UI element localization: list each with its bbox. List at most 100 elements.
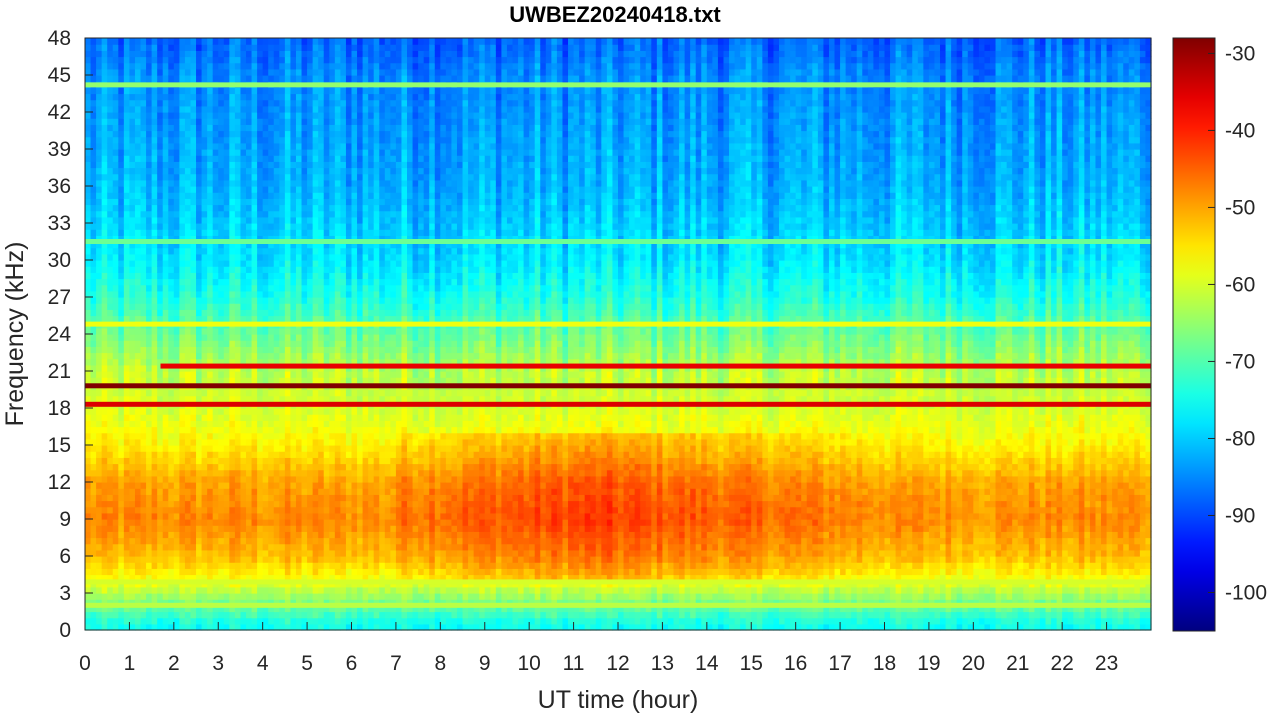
heatmap-cell <box>202 396 208 403</box>
heatmap-cell <box>313 420 319 427</box>
heatmap-cell <box>335 353 341 360</box>
heatmap-cell <box>368 420 374 427</box>
heatmap-cell <box>213 205 219 212</box>
heatmap-cell <box>357 408 363 415</box>
heatmap-cell <box>285 174 291 181</box>
heatmap-cell <box>118 519 124 526</box>
heatmap-cell <box>213 439 219 446</box>
heatmap-cell <box>302 513 308 520</box>
heatmap-cell <box>179 556 185 563</box>
heatmap-cell <box>235 94 241 101</box>
heatmap-cell <box>279 538 285 545</box>
heatmap-cell <box>196 75 202 82</box>
heatmap-cell <box>346 334 352 341</box>
heatmap-cell <box>268 124 274 131</box>
heatmap-cell <box>374 612 380 619</box>
heatmap-cell <box>96 44 102 51</box>
heatmap-cell <box>279 44 285 51</box>
heatmap-cell <box>363 285 369 292</box>
heatmap-cell <box>235 618 241 625</box>
heatmap-cell <box>157 279 163 286</box>
heatmap-cell <box>313 531 319 538</box>
heatmap-cell <box>146 587 152 594</box>
heatmap-cell <box>91 124 97 131</box>
heatmap-cell <box>257 562 263 569</box>
heatmap-cell <box>96 100 102 107</box>
heatmap-cell <box>91 44 97 51</box>
heatmap-cell <box>229 451 235 458</box>
heatmap-cell <box>279 328 285 335</box>
heatmap-cell <box>313 427 319 434</box>
heatmap-cell <box>263 316 269 323</box>
heatmap-cell <box>213 69 219 76</box>
heatmap-cell <box>174 562 180 569</box>
heatmap-cell <box>357 457 363 464</box>
heatmap-cell <box>113 100 119 107</box>
heatmap-cell <box>118 137 124 144</box>
heatmap-cell <box>368 544 374 551</box>
heatmap-cell <box>363 44 369 51</box>
heatmap-cell <box>324 272 330 279</box>
heatmap-cell <box>274 501 280 508</box>
heatmap-cell <box>279 371 285 378</box>
heatmap-cell <box>318 550 324 557</box>
heatmap-cell <box>118 525 124 532</box>
heatmap-cell <box>196 198 202 205</box>
heatmap-cell <box>202 198 208 205</box>
heatmap-cell <box>207 223 213 230</box>
heatmap-cell <box>102 50 108 57</box>
heatmap-cell <box>163 562 169 569</box>
heatmap-cell <box>207 476 213 483</box>
heatmap-cell <box>263 476 269 483</box>
heatmap-cell <box>213 87 219 94</box>
heatmap-cell <box>190 550 196 557</box>
heatmap-cell <box>113 211 119 218</box>
heatmap-cell <box>240 63 246 70</box>
heatmap-cell <box>190 38 196 45</box>
heatmap-cell <box>268 612 274 619</box>
heatmap-cell <box>124 285 130 292</box>
heatmap-cell <box>124 531 130 538</box>
heatmap-cell <box>240 433 246 440</box>
heatmap-cell <box>252 168 258 175</box>
heatmap-cell <box>279 525 285 532</box>
heatmap-cell <box>157 223 163 230</box>
heatmap-cell <box>141 328 147 335</box>
heatmap-cell <box>124 303 130 310</box>
heatmap-cell <box>107 69 113 76</box>
heatmap-cell <box>240 427 246 434</box>
heatmap-cell <box>363 464 369 471</box>
heatmap-cell <box>118 211 124 218</box>
heatmap-cell <box>96 365 102 372</box>
heatmap-cell <box>107 531 113 538</box>
heatmap-cell <box>352 371 358 378</box>
heatmap-cell <box>290 420 296 427</box>
heatmap-cell <box>229 57 235 64</box>
heatmap-cell <box>202 266 208 273</box>
heatmap-cell <box>207 439 213 446</box>
heatmap-cell <box>257 593 263 600</box>
heatmap-cell <box>335 50 341 57</box>
heatmap-cell <box>357 346 363 353</box>
heatmap-cell <box>96 346 102 353</box>
heatmap-cell <box>91 445 97 452</box>
heatmap-cell <box>85 544 91 551</box>
heatmap-cell <box>163 137 169 144</box>
heatmap-cell <box>352 538 358 545</box>
heatmap-cell <box>335 291 341 298</box>
heatmap-cell <box>163 248 169 255</box>
heatmap-cell <box>91 457 97 464</box>
heatmap-cell <box>113 279 119 286</box>
heatmap-cell <box>113 334 119 341</box>
heatmap-cell <box>340 568 346 575</box>
heatmap-cell <box>213 519 219 526</box>
heatmap-cell <box>324 279 330 286</box>
heatmap-cell <box>157 414 163 421</box>
heatmap-cell <box>163 593 169 600</box>
heatmap-cell <box>335 427 341 434</box>
heatmap-cell <box>329 254 335 261</box>
heatmap-cell <box>85 100 91 107</box>
heatmap-cell <box>324 303 330 310</box>
heatmap-cell <box>157 439 163 446</box>
heatmap-cell <box>229 94 235 101</box>
